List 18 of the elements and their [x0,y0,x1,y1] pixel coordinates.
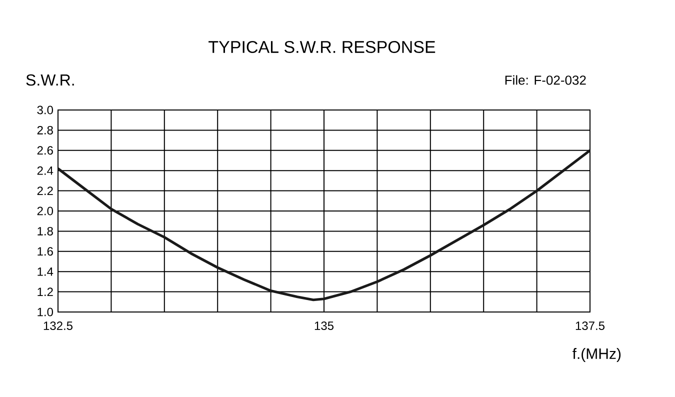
y-tick-label: 1.2 [38,288,53,296]
y-tick-label: 2.6 [37,146,53,155]
y-tick-label: 1.0 [38,308,54,316]
y-tick-label: 1.4 [38,267,54,276]
x-axis-title: f.(MHz) [572,348,621,362]
y-tick-label: 1.6 [38,247,53,256]
y-tick-label: 2.4 [37,166,54,175]
y-tick-label: 2.2 [37,186,53,195]
text: File: F-02-032 [505,75,586,85]
x-tick-label: 132.5 [44,322,73,330]
x-tick-label: 135 [314,322,334,330]
y-tick-label: 2.8 [37,126,53,134]
chart-title: TYPICAL S.W.R. RESPONSE [208,40,436,54]
y-tick-label: 3.0 [37,106,54,114]
y-tick-label: 2.0 [37,206,54,216]
y-tick-label: 1.8 [38,226,53,236]
y-axis-title: S.W.R. [26,74,74,86]
x-tick-label: 137.5 [576,322,605,330]
